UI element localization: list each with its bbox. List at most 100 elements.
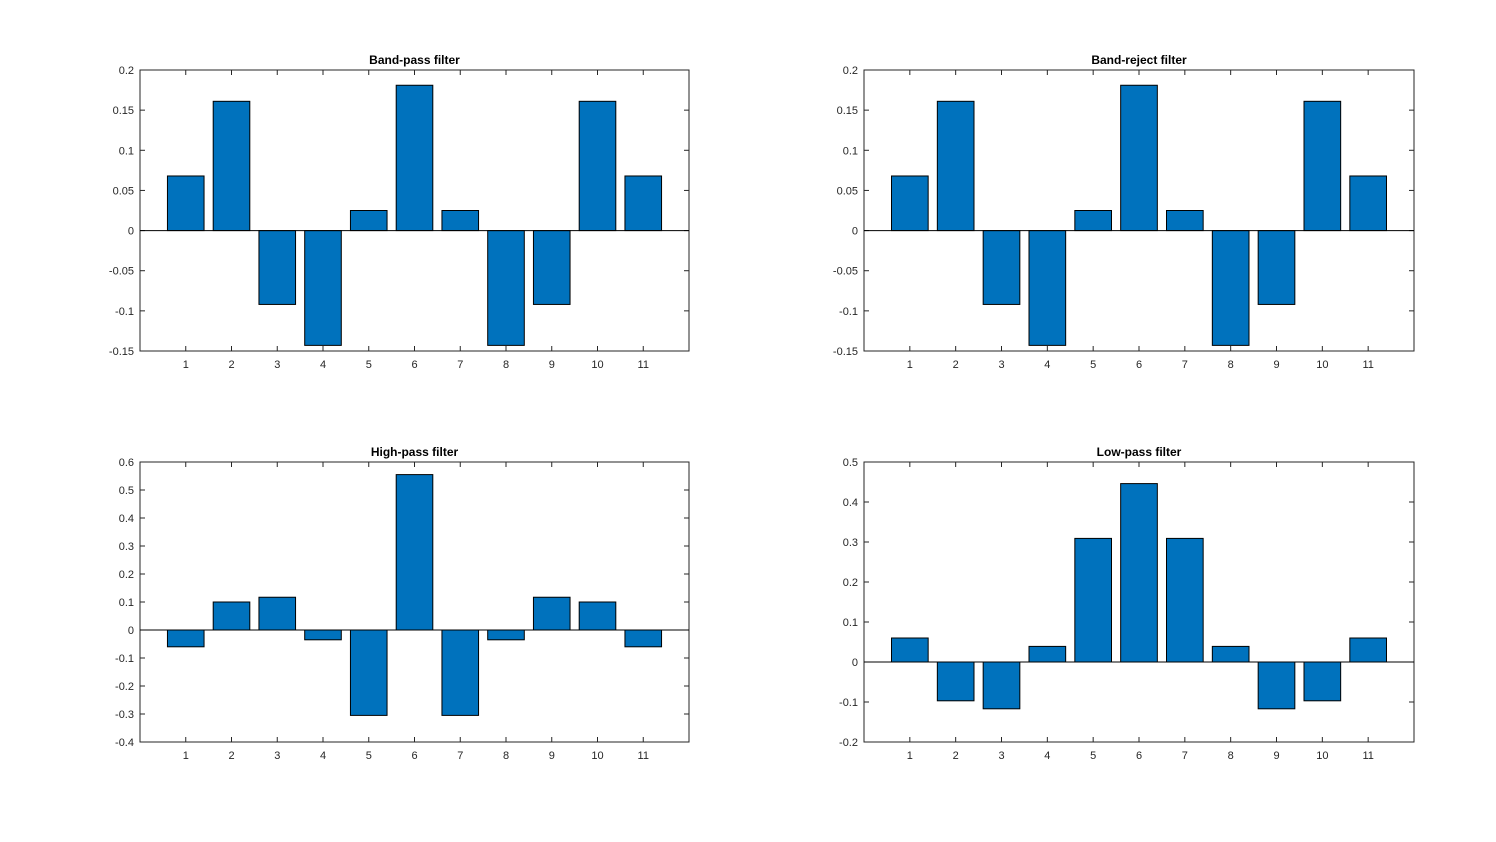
bar <box>1028 645 1067 663</box>
y-tick-label: 0.05 <box>113 185 134 197</box>
y-tick-label: -0.4 <box>115 737 134 749</box>
x-tick-label: 8 <box>1228 359 1234 371</box>
y-tick-label: 0.5 <box>843 457 858 469</box>
x-tick-label: 2 <box>228 750 234 762</box>
bar <box>1166 537 1204 663</box>
x-tick-label: 1 <box>183 750 189 762</box>
y-tick-label: -0.2 <box>115 681 134 693</box>
y-tick-label: -0.05 <box>833 266 858 278</box>
x-tick-label: 10 <box>1316 750 1328 762</box>
bar <box>1211 645 1250 663</box>
bar <box>258 230 297 305</box>
y-tick-label: 0.2 <box>119 65 134 77</box>
y-tick-label: -0.3 <box>115 709 134 721</box>
chart-title: Band-pass filter <box>369 53 460 67</box>
bar <box>578 601 617 631</box>
bar <box>982 661 1021 710</box>
y-tick-label: 0.1 <box>119 145 134 157</box>
low-pass-filter-chart: Low-pass filter -0.2 -0.1 0 0.1 0.2 0.3 0.4 0.5… <box>839 445 1415 762</box>
bar <box>304 629 342 641</box>
y-tick-label: 0.15 <box>837 105 858 117</box>
y-tick-label: 0.4 <box>119 513 134 525</box>
bar <box>258 596 297 631</box>
x-tick-label: 4 <box>320 359 326 371</box>
x-tick-label: 1 <box>907 359 913 371</box>
bar <box>1074 537 1113 663</box>
x-tick-label: 11 <box>1362 359 1373 371</box>
y-tick-label: 0.2 <box>843 65 858 77</box>
bar <box>441 629 480 716</box>
x-tick-label: 10 <box>591 750 603 762</box>
chart-title: Band-reject filter <box>1091 53 1187 67</box>
bar <box>166 629 205 648</box>
x-tick-label: 9 <box>1273 359 1279 371</box>
x-tick-label: 11 <box>638 750 649 762</box>
x-tick-label: 6 <box>411 359 417 371</box>
bar <box>624 629 663 648</box>
bar <box>1257 661 1296 710</box>
y-tick-label: 0.15 <box>113 105 134 117</box>
bar <box>532 230 571 305</box>
y-tick-label: -0.15 <box>109 346 134 358</box>
x-tick-label: 8 <box>503 359 509 371</box>
y-tick-label: 0.5 <box>119 485 134 497</box>
x-tick-label: 9 <box>549 359 555 371</box>
chart-title: Low-pass filter <box>1097 445 1182 459</box>
y-tick-label: -0.05 <box>109 266 134 278</box>
x-tick-label: 2 <box>953 750 959 762</box>
x-tick-label: 6 <box>411 750 417 762</box>
bar <box>1349 637 1388 663</box>
y-tick-label: -0.1 <box>839 697 858 709</box>
x-tick-label: 3 <box>998 359 1004 371</box>
x-tick-label: 6 <box>1136 750 1142 762</box>
x-tick-label: 5 <box>366 750 372 762</box>
bar <box>982 230 1021 305</box>
bar <box>487 230 525 346</box>
bar <box>1166 210 1204 232</box>
y-tick-label: -0.15 <box>833 346 858 358</box>
y-tick-label: -0.1 <box>839 306 858 318</box>
x-tick-label: 3 <box>274 359 280 371</box>
x-tick-label: 3 <box>998 750 1004 762</box>
bar <box>1074 210 1113 232</box>
x-tick-label: 8 <box>503 750 509 762</box>
bar <box>166 175 205 232</box>
bar <box>936 100 975 232</box>
bar <box>1303 100 1342 232</box>
y-tick-label: 0.3 <box>119 541 134 553</box>
y-tick-label: 0 <box>128 625 134 637</box>
y-tick-label: 0 <box>128 226 134 238</box>
x-tick-label: 1 <box>907 750 913 762</box>
bar <box>1303 661 1342 702</box>
bar <box>395 474 434 631</box>
y-tick-label: 0 <box>852 657 858 669</box>
y-tick-label: 0.2 <box>843 577 858 589</box>
y-tick-label: -0.1 <box>115 306 134 318</box>
bar <box>212 601 251 631</box>
x-tick-label: 2 <box>953 359 959 371</box>
bar <box>212 100 251 232</box>
y-tick-label: 0.6 <box>119 457 134 469</box>
y-tick-label: 0 <box>852 226 858 238</box>
bar <box>1257 230 1296 305</box>
bar <box>891 637 929 663</box>
x-tick-label: 5 <box>1090 359 1096 371</box>
x-tick-label: 4 <box>1044 750 1050 762</box>
y-tick-label: 0.3 <box>843 537 858 549</box>
y-tick-label: 0.4 <box>843 497 858 509</box>
band-pass-filter-chart: Band-pass filter -0.15 -0.1 -0.05 0 0.05 0.1 0… <box>109 53 690 371</box>
x-tick-label: 1 <box>183 359 189 371</box>
bar <box>1349 175 1388 232</box>
bar <box>532 596 571 631</box>
x-tick-label: 7 <box>1182 750 1188 762</box>
x-tick-label: 6 <box>1136 359 1142 371</box>
bar <box>578 100 617 232</box>
y-tick-label: 0.1 <box>119 597 134 609</box>
x-tick-label: 9 <box>1273 750 1279 762</box>
bar <box>1028 230 1067 346</box>
x-tick-label: 9 <box>549 750 555 762</box>
bar <box>349 210 388 232</box>
x-tick-label: 4 <box>320 750 326 762</box>
chart-title: High-pass filter <box>371 445 459 459</box>
